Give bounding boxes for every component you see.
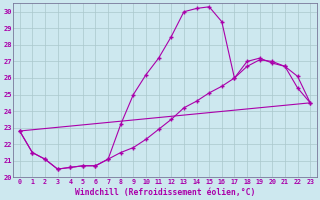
X-axis label: Windchill (Refroidissement éolien,°C): Windchill (Refroidissement éolien,°C) bbox=[75, 188, 255, 197]
